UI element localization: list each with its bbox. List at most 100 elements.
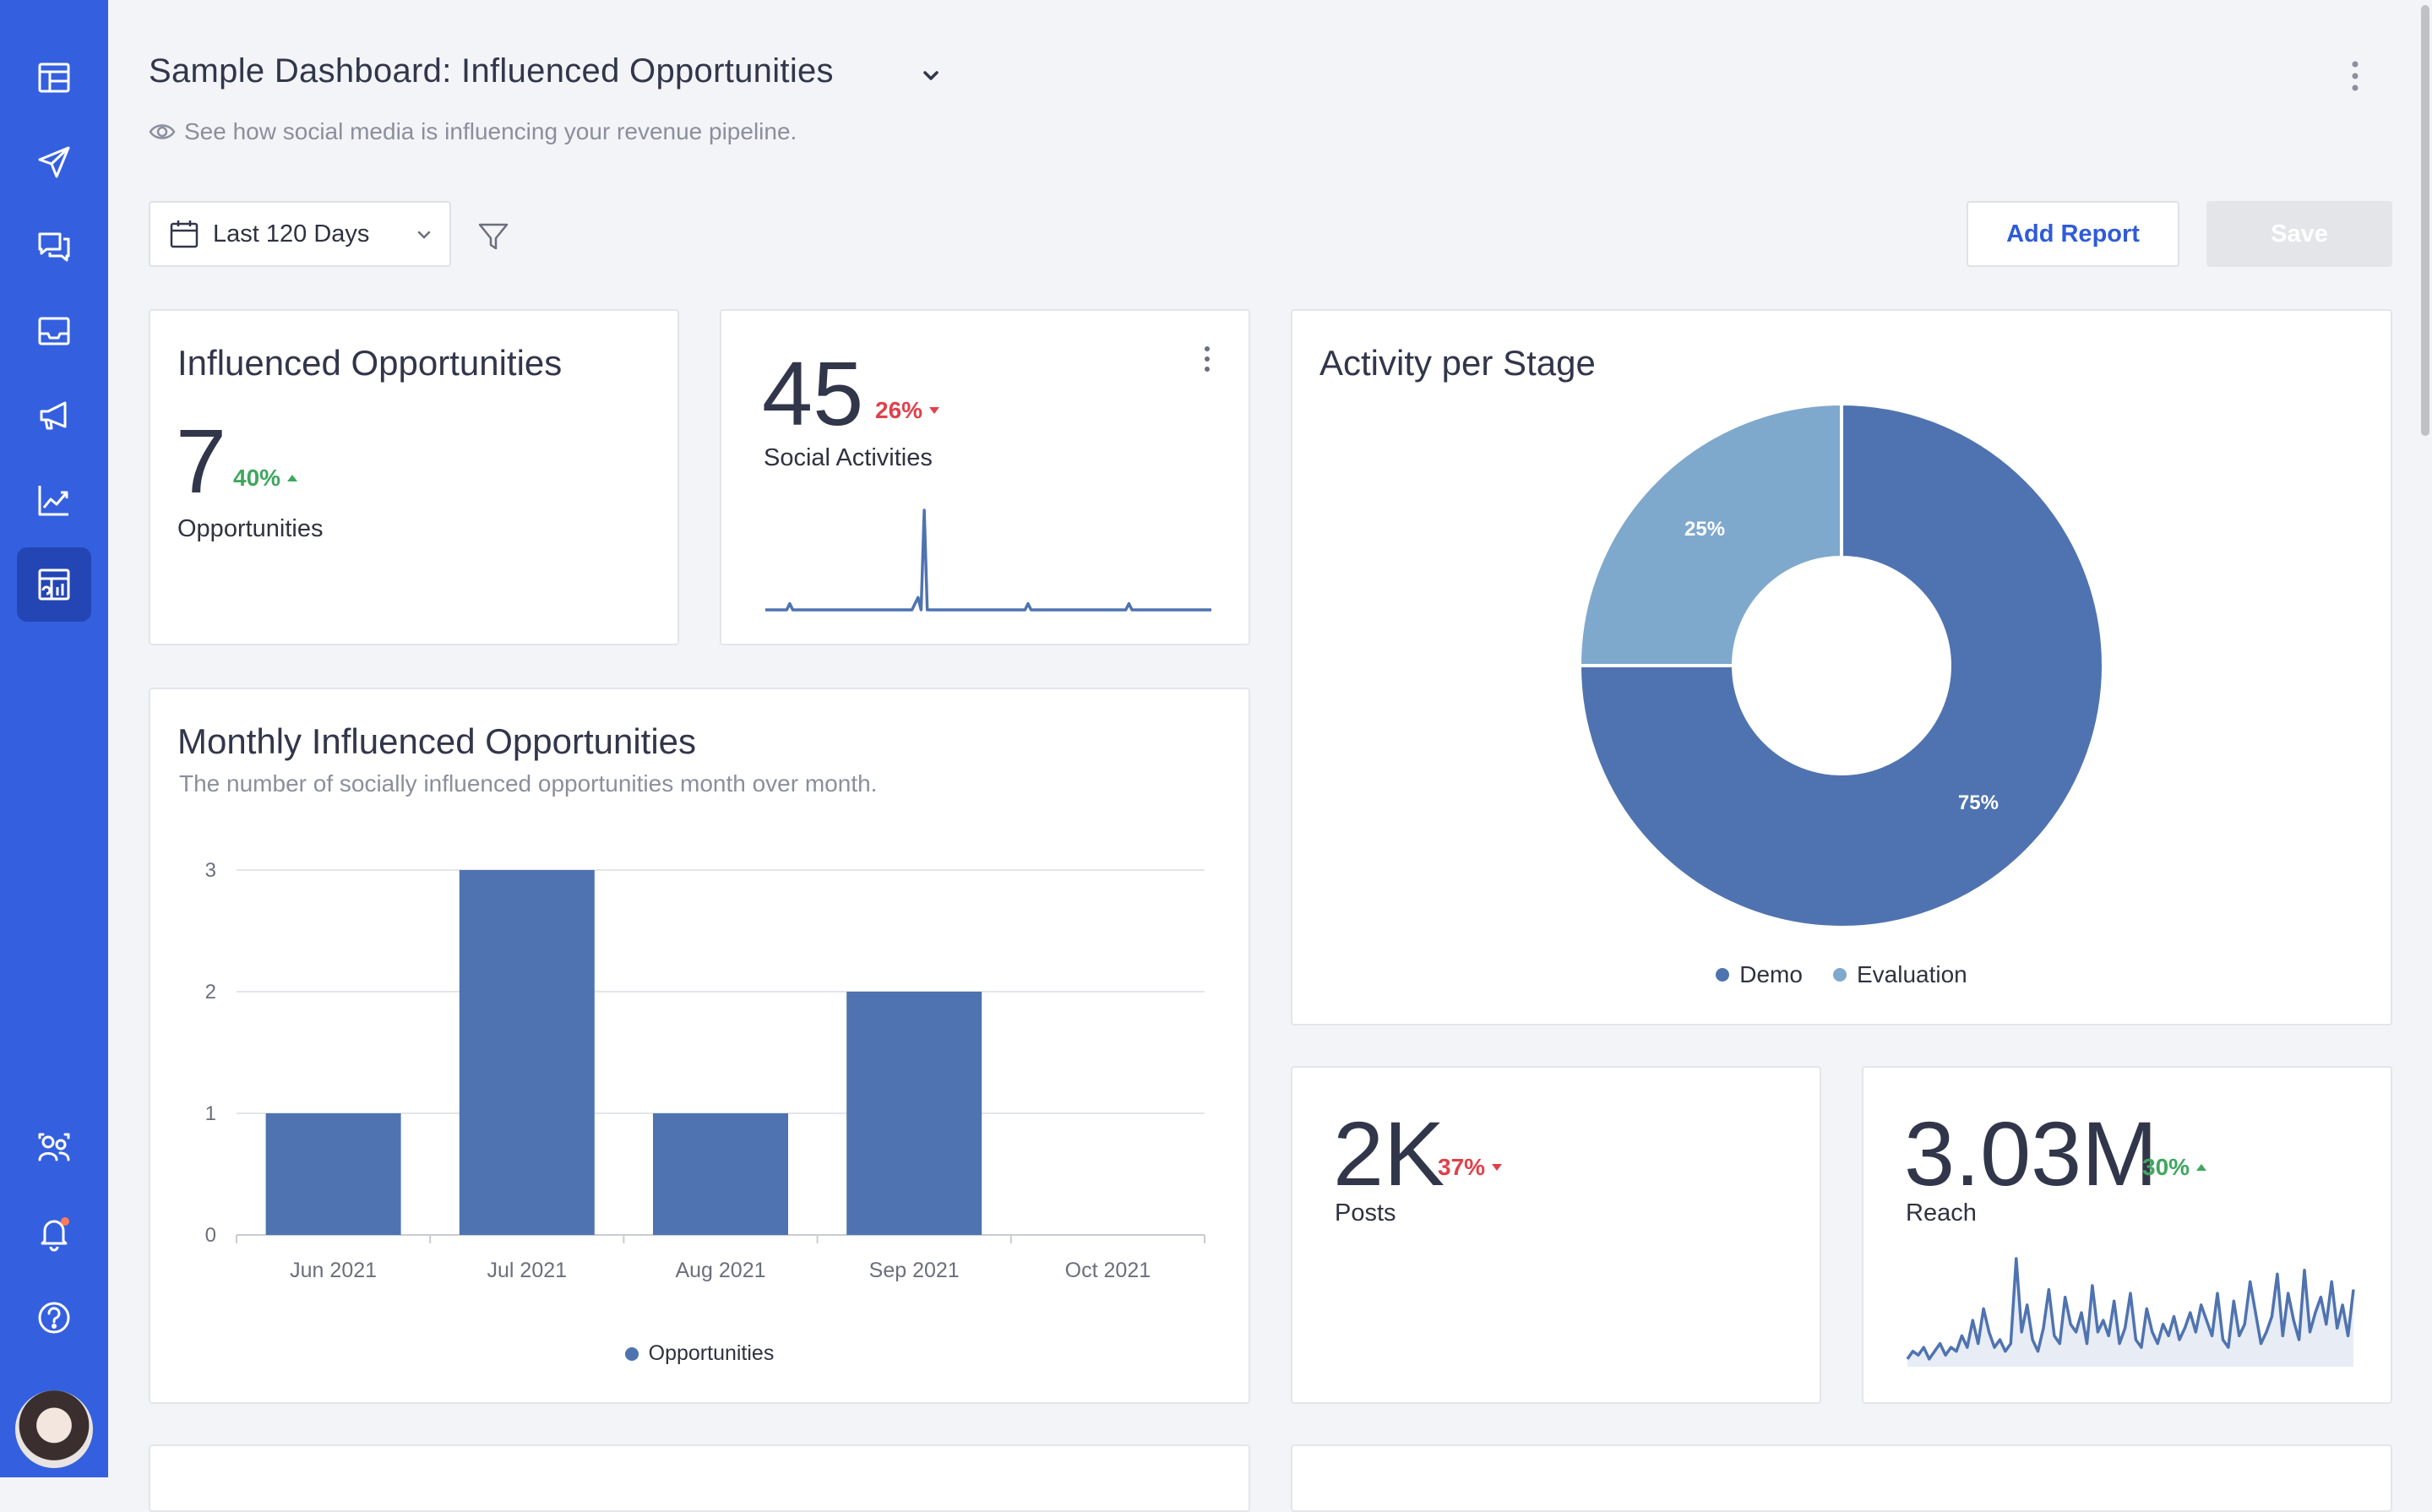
legend-item[interactable]: Evaluation <box>1832 961 1967 988</box>
more-options-icon[interactable] <box>1203 345 1211 373</box>
social-activities-sparkline <box>765 509 1211 612</box>
card-title: Influenced Opportunities <box>177 343 563 383</box>
legend-label: Evaluation <box>1856 961 1967 987</box>
bar[interactable] <box>653 1113 788 1235</box>
bar[interactable] <box>265 1113 401 1235</box>
nav-analytics[interactable] <box>17 463 91 537</box>
analytics-icon <box>38 486 68 516</box>
messages-icon <box>38 232 70 262</box>
posts-card: 2K 37% Posts <box>1291 1066 1821 1404</box>
metric-delta: 26% <box>875 397 941 424</box>
y-tick-label: 3 <box>205 859 216 882</box>
metric-label: Reach <box>1906 1199 1977 1226</box>
metric-label: Posts <box>1335 1199 1396 1226</box>
triangle-down-icon <box>929 407 940 414</box>
y-tick-label: 2 <box>205 981 216 1003</box>
legend-item[interactable]: Demo <box>1716 961 1803 988</box>
nav-help[interactable] <box>17 1281 91 1355</box>
bar[interactable] <box>846 992 982 1235</box>
triangle-up-icon <box>287 475 298 481</box>
metric-delta: 30% <box>2142 1154 2208 1181</box>
donut-legend: Demo Evaluation <box>1292 961 2391 988</box>
reach-sparkline <box>1906 1257 2355 1367</box>
nav-team[interactable] <box>17 1112 91 1186</box>
nav-reports[interactable] <box>17 547 91 622</box>
slice-label: 75% <box>1958 791 1999 814</box>
nav-inbox[interactable] <box>17 294 91 368</box>
save-button[interactable]: Save <box>2206 201 2392 267</box>
y-tick-label: 1 <box>205 1102 216 1125</box>
influenced-opportunities-card: Influenced Opportunities 7 40% Opportuni… <box>149 309 679 645</box>
metric-label: Opportunities <box>177 515 324 542</box>
x-tick-label: Oct 2021 <box>1065 1259 1151 1282</box>
x-tick-label: Jun 2021 <box>290 1259 377 1282</box>
add-report-button[interactable]: Add Report <box>1967 201 2179 267</box>
triangle-up-icon <box>2196 1164 2207 1171</box>
help-icon <box>38 1302 70 1334</box>
dashboard-layout-icon <box>38 63 70 93</box>
page-subtitle: See how social media is influencing your… <box>184 118 797 144</box>
bell-icon <box>41 1217 69 1252</box>
more-options-icon[interactable] <box>2350 59 2360 93</box>
legend-label: Opportunities <box>648 1341 775 1365</box>
triangle-down-icon <box>1492 1164 1503 1171</box>
donut-slice[interactable] <box>1577 401 1843 667</box>
card-title: Activity per Stage <box>1319 343 1596 383</box>
chevron-down-icon <box>417 231 431 239</box>
x-tick-label: Sep 2021 <box>869 1259 960 1282</box>
avatar[interactable] <box>15 1390 93 1468</box>
nav-messages[interactable] <box>17 209 91 284</box>
page-title: Sample Dashboard: Influenced Opportuniti… <box>149 52 834 90</box>
sparkline-line <box>765 509 1211 612</box>
nav-publishing[interactable] <box>17 125 91 199</box>
metric-label: Social Activities <box>764 444 933 471</box>
metric-value: 7 <box>176 410 227 512</box>
metric-value: 2K <box>1333 1102 1445 1205</box>
activity-donut-chart: 75% 25% <box>1577 401 2105 929</box>
nav-campaigns[interactable] <box>17 378 91 453</box>
legend-dot <box>1832 968 1847 982</box>
legend-dot <box>624 1346 639 1361</box>
send-icon <box>38 146 70 178</box>
x-tick-label: Jul 2021 <box>487 1259 568 1282</box>
y-tick-label: 0 <box>205 1224 216 1247</box>
next-card <box>149 1444 1250 1512</box>
card-subtitle: The number of socially influenced opport… <box>179 770 878 797</box>
metric-value: 3.03M <box>1904 1102 2158 1205</box>
chevron-down-icon[interactable] <box>919 64 943 88</box>
sidebar <box>0 0 108 1477</box>
x-tick-label: Aug 2021 <box>675 1259 765 1282</box>
delta-value: 26% <box>875 397 923 423</box>
inbox-icon <box>38 317 70 345</box>
subtitle-row: See how social media is influencing your… <box>149 118 797 145</box>
sparkline-area <box>1907 1259 2353 1367</box>
nav-notifications[interactable] <box>17 1196 91 1270</box>
reach-card: 3.03M 30% Reach <box>1862 1066 2392 1404</box>
metric-delta: 37% <box>1438 1154 1504 1181</box>
date-range-select[interactable]: Last 120 Days <box>149 201 451 267</box>
calendar-icon <box>170 220 199 248</box>
filter-icon[interactable] <box>476 220 510 253</box>
delta-value: 40% <box>233 465 281 491</box>
monthly-opportunities-card: Monthly Influenced Opportunities The num… <box>149 688 1250 1404</box>
nav-dashboard[interactable] <box>17 41 91 115</box>
monthly-bar-chart: 0 1 2 3 Jun 2021 Jul 2021 Aug 2021 Sep 2021 Oct … <box>205 859 1205 1282</box>
legend-dot <box>1716 968 1730 982</box>
social-activities-card: 45 26% Social Activities <box>720 309 1250 645</box>
legend-item[interactable]: Opportunities <box>624 1341 775 1366</box>
delta-value: 37% <box>1438 1154 1486 1180</box>
megaphone-icon <box>40 401 67 430</box>
eye-icon <box>149 124 176 139</box>
activity-per-stage-card: Activity per Stage 75% 25% Demo Evaluation <box>1291 309 2392 1025</box>
donut-slice[interactable] <box>1577 401 2105 929</box>
bar-legend: Opportunities <box>150 1341 1249 1366</box>
card-title: Monthly Influenced Opportunities <box>177 721 697 761</box>
slice-label: 25% <box>1684 518 1725 541</box>
bar[interactable] <box>459 870 595 1235</box>
reports-icon <box>38 568 70 601</box>
metric-delta: 40% <box>233 465 299 492</box>
scrollbar-thumb[interactable] <box>2421 5 2429 436</box>
metric-value: 45 <box>762 342 864 444</box>
users-icon <box>38 1133 70 1161</box>
legend-label: Demo <box>1739 961 1803 987</box>
